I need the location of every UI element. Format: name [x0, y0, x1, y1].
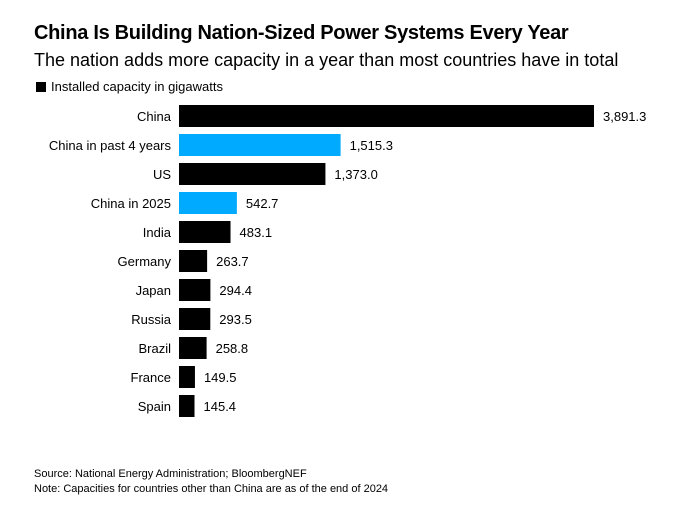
category-label: China	[137, 109, 172, 124]
value-label: 294.4	[219, 283, 252, 298]
bar	[179, 250, 208, 272]
category-label: Russia	[131, 312, 172, 327]
chart-subtitle: The nation adds more capacity in a year …	[34, 50, 619, 70]
chart-title: China Is Building Nation-Sized Power Sys…	[34, 22, 569, 44]
value-label: 483.1	[240, 225, 273, 240]
category-label: France	[131, 370, 171, 385]
bar	[179, 163, 326, 185]
bar	[179, 105, 594, 127]
value-label: 1,515.3	[350, 138, 393, 153]
category-label: India	[143, 225, 172, 240]
bar	[179, 134, 341, 156]
category-label: China in 2025	[91, 196, 171, 211]
bar	[179, 337, 207, 359]
value-label: 3,891.3	[603, 109, 646, 124]
category-label: Japan	[136, 283, 171, 298]
value-label: 145.4	[204, 399, 237, 414]
category-label: Germany	[118, 254, 172, 269]
category-label: Spain	[138, 399, 171, 414]
bar	[179, 221, 231, 243]
value-label: 293.5	[219, 312, 252, 327]
source-note: Source: National Energy Administration; …	[34, 468, 307, 480]
bar	[179, 366, 195, 388]
value-label: 263.7	[216, 254, 249, 269]
bar	[179, 395, 195, 417]
value-label: 258.8	[216, 341, 249, 356]
legend-swatch	[36, 81, 46, 92]
bar	[179, 192, 237, 214]
category-label: China in past 4 years	[49, 138, 172, 153]
category-label: Brazil	[138, 341, 171, 356]
legend: Installed capacity in gigawatts	[36, 79, 223, 94]
bar	[179, 279, 211, 301]
category-label: US	[153, 167, 171, 182]
legend-label: Installed capacity in gigawatts	[51, 79, 223, 94]
value-label: 1,373.0	[334, 167, 377, 182]
footnote: Note: Capacities for countries other tha…	[34, 483, 389, 495]
bar	[179, 308, 211, 330]
value-label: 542.7	[246, 196, 279, 211]
value-label: 149.5	[204, 370, 237, 385]
